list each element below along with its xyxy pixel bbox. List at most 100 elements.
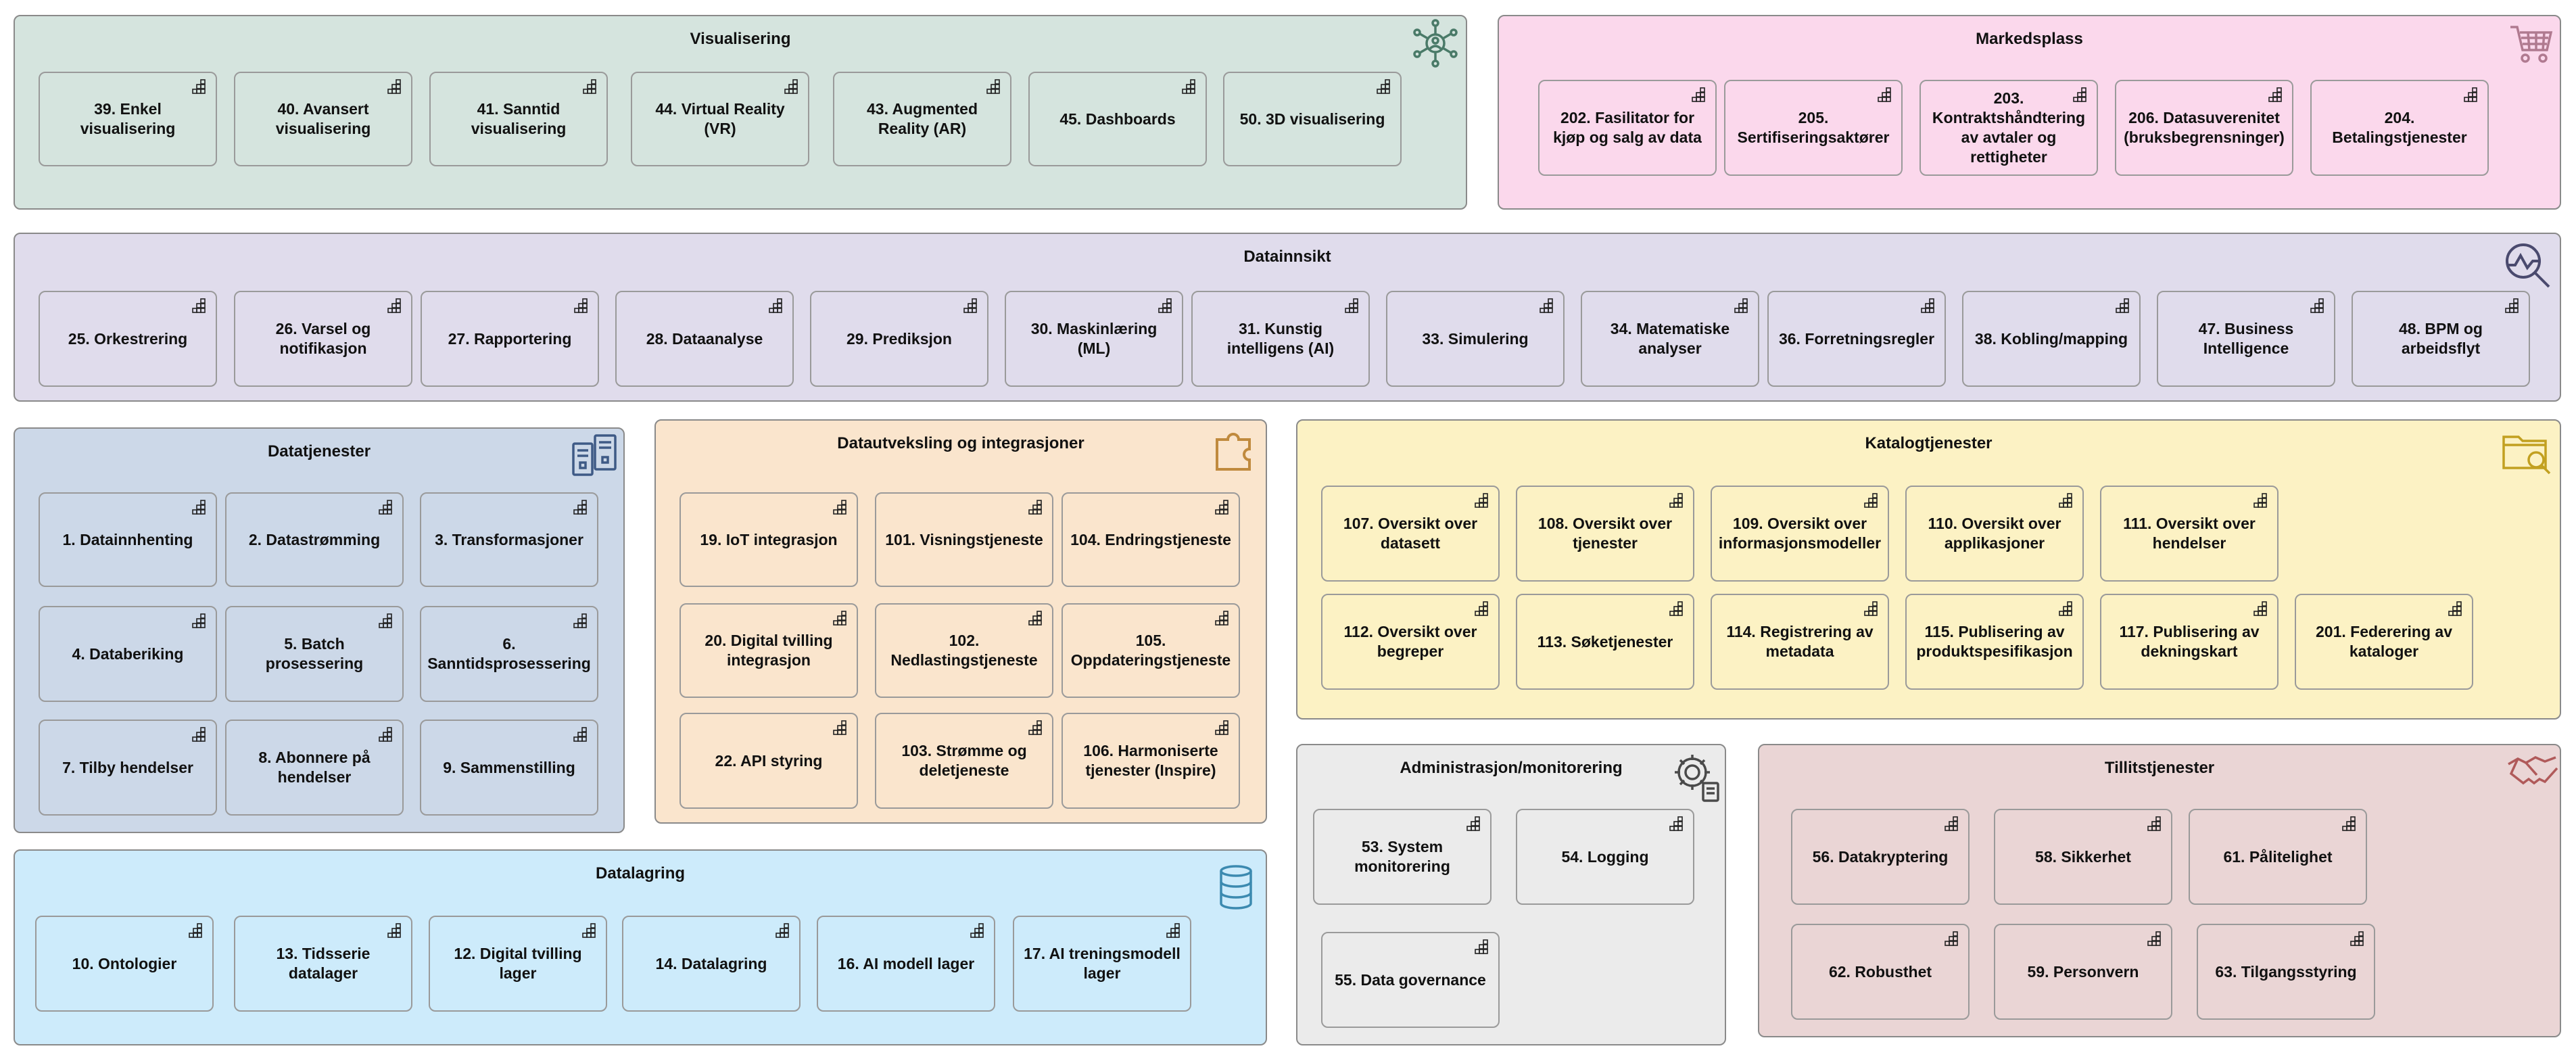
- component-box[interactable]: 55. Data governance: [1321, 932, 1500, 1028]
- component-box[interactable]: 50. 3D visualisering: [1223, 72, 1402, 166]
- component-box[interactable]: 108. Oversikt over tjenester: [1516, 486, 1694, 582]
- capability-icon: [192, 500, 206, 515]
- component-box[interactable]: 101. Visningstjeneste: [875, 492, 1053, 587]
- capability-icon: [2116, 298, 2129, 313]
- capability-icon: [2147, 816, 2161, 831]
- component-box[interactable]: 204. Betalingstjenester: [2310, 80, 2489, 176]
- component-box[interactable]: 58. Sikkerhet: [1994, 809, 2172, 905]
- group-tillitstjenester: Tillitstjenester 56. Datakryptering 58. …: [1758, 744, 2561, 1037]
- capability-icon: [1945, 931, 1958, 946]
- database-icon: [1220, 865, 1252, 910]
- component-box[interactable]: 8. Abonnere på hendelser: [225, 720, 404, 816]
- component-box[interactable]: 102. Nedlastingstjeneste: [875, 603, 1053, 698]
- component-box[interactable]: 113. Søketjenester: [1516, 594, 1694, 690]
- capability-icon: [1945, 816, 1958, 831]
- capability-icon: [2464, 87, 2477, 102]
- component-box[interactable]: 203. Kontraktshåndtering av avtaler og r…: [1919, 80, 2098, 176]
- component-box[interactable]: 7. Tilby hendelser: [39, 720, 217, 816]
- capability-icon: [192, 79, 206, 94]
- component-box[interactable]: 40. Avansert visualisering: [234, 72, 412, 166]
- folder-search-icon: [2502, 436, 2551, 475]
- capability-icon: [573, 613, 587, 628]
- component-box[interactable]: 48. BPM og arbeidsflyt: [2352, 291, 2530, 387]
- component-box[interactable]: 34. Matematiske analyser: [1581, 291, 1759, 387]
- network-people-icon: [1413, 19, 1458, 68]
- component-box[interactable]: 2. Datastrømming: [225, 492, 404, 587]
- component-box[interactable]: 202. Fasilitator for kjøp og salg av dat…: [1538, 80, 1717, 176]
- group-markedsplass: Markedsplass 202. Fasilitator for kjøp o…: [1498, 15, 2561, 210]
- component-box[interactable]: 54. Logging: [1516, 809, 1694, 905]
- component-box[interactable]: 106. Harmoniserte tjenester (Inspire): [1062, 713, 1240, 809]
- component-box[interactable]: 61. Pålitelighet: [2189, 809, 2367, 905]
- component-box[interactable]: 104. Endringstjeneste: [1062, 492, 1240, 587]
- component-box[interactable]: 111. Oversikt over hendelser: [2100, 486, 2279, 582]
- component-box[interactable]: 47. Business Intelligence: [2157, 291, 2335, 387]
- component-box[interactable]: 31. Kunstig intelligens (AI): [1191, 291, 1370, 387]
- group-datainnsikt: Datainnsikt 25. Orkestrering 26. Varsel …: [14, 233, 2561, 402]
- component-box[interactable]: 201. Federering av kataloger: [2295, 594, 2473, 690]
- component-box[interactable]: 110. Oversikt over applikasjoner: [1905, 486, 2084, 582]
- component-box[interactable]: 16. AI modell lager: [817, 916, 995, 1012]
- component-box[interactable]: 63. Tilgangsstyring: [2197, 924, 2375, 1020]
- component-box[interactable]: 114. Registrering av metadata: [1711, 594, 1889, 690]
- component-box[interactable]: 10. Ontologier: [35, 916, 214, 1012]
- component-box[interactable]: 41. Sanntid visualisering: [429, 72, 608, 166]
- component-box[interactable]: 115. Publisering av produktspesifikasjon: [1905, 594, 2084, 690]
- component-box[interactable]: 4. Databeriking: [39, 606, 217, 702]
- component-box[interactable]: 107. Oversikt over datasett: [1321, 486, 1500, 582]
- capability-icon: [1215, 720, 1229, 735]
- capability-icon: [387, 79, 401, 94]
- capability-icon: [379, 500, 392, 515]
- component-box[interactable]: 109. Oversikt over informasjonsmodeller: [1711, 486, 1889, 582]
- capability-icon: [2253, 601, 2267, 616]
- component-box[interactable]: 3. Transformasjoner: [420, 492, 598, 587]
- component-box[interactable]: 205. Sertifiseringsaktører: [1724, 80, 1903, 176]
- component-box[interactable]: 33. Simulering: [1386, 291, 1565, 387]
- capability-icon: [1475, 493, 1488, 508]
- component-box[interactable]: 62. Robusthet: [1791, 924, 1970, 1020]
- component-box[interactable]: 53. System monitorering: [1313, 809, 1492, 905]
- group-title: Datautveksling og integrasjoner: [837, 434, 1084, 452]
- component-box[interactable]: 6. Sanntidsprosessering: [420, 606, 598, 702]
- server-racks-icon: [572, 434, 617, 476]
- component-box[interactable]: 43. Augmented Reality (AR): [833, 72, 1011, 166]
- component-box[interactable]: 59. Personvern: [1994, 924, 2172, 1020]
- capability-icon: [1878, 87, 1891, 102]
- component-box[interactable]: 28. Dataanalyse: [615, 291, 794, 387]
- capability-icon: [387, 298, 401, 313]
- component-box[interactable]: 39. Enkel visualisering: [39, 72, 217, 166]
- component-box[interactable]: 117. Publisering av dekningskart: [2100, 594, 2279, 690]
- capability-icon: [1921, 298, 1934, 313]
- capability-icon: [1734, 298, 1748, 313]
- capability-icon: [1475, 939, 1488, 954]
- component-box[interactable]: 26. Varsel og notifikasjon: [234, 291, 412, 387]
- component-box[interactable]: 13. Tidsserie datalager: [234, 916, 412, 1012]
- component-box[interactable]: 12. Digital tvilling lager: [429, 916, 607, 1012]
- component-box[interactable]: 36. Forretningsregler: [1767, 291, 1946, 387]
- component-box[interactable]: 22. API styring: [679, 713, 858, 809]
- component-box[interactable]: 5. Batch prosessering: [225, 606, 404, 702]
- component-box[interactable]: 56. Datakryptering: [1791, 809, 1970, 905]
- component-box[interactable]: 27. Rapportering: [421, 291, 599, 387]
- component-box[interactable]: 105. Oppdateringstjeneste: [1062, 603, 1240, 698]
- component-box[interactable]: 206. Datasuverenitet (bruksbegrensninger…: [2115, 80, 2293, 176]
- capability-icon: [769, 298, 782, 313]
- component-box[interactable]: 45. Dashboards: [1028, 72, 1207, 166]
- capability-icon: [1028, 720, 1042, 735]
- component-box[interactable]: 112. Oversikt over begreper: [1321, 594, 1500, 690]
- component-box[interactable]: 14. Datalagring: [622, 916, 801, 1012]
- component-box[interactable]: 9. Sammenstilling: [420, 720, 598, 816]
- component-box[interactable]: 17. AI treningsmodell lager: [1013, 916, 1191, 1012]
- component-box[interactable]: 20. Digital tvilling integrasjon: [679, 603, 858, 698]
- component-box[interactable]: 38. Kobling/mapping: [1962, 291, 2141, 387]
- component-box[interactable]: 29. Prediksjon: [810, 291, 988, 387]
- component-box[interactable]: 1. Datainnhenting: [39, 492, 217, 587]
- capability-icon: [583, 79, 596, 94]
- component-box[interactable]: 103. Strømme og deletjeneste: [875, 713, 1053, 809]
- capability-icon: [192, 727, 206, 742]
- component-box[interactable]: 25. Orkestrering: [39, 291, 217, 387]
- group-katalogtjenester: Katalogtjenester 107. Oversikt over data…: [1296, 419, 2561, 720]
- component-box[interactable]: 19. IoT integrasjon: [679, 492, 858, 587]
- component-box[interactable]: 30. Maskinlæring (ML): [1005, 291, 1183, 387]
- component-box[interactable]: 44. Virtual Reality (VR): [631, 72, 809, 166]
